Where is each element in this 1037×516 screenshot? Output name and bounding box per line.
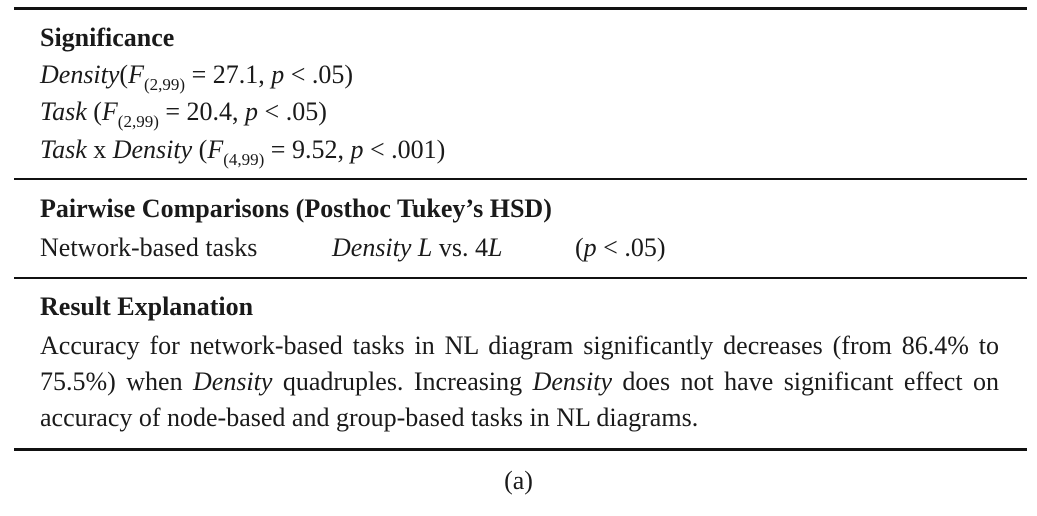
pairwise-heading: Pairwise Comparisons (Posthoc Tukey’s HS… xyxy=(40,194,552,223)
section-divider-1 xyxy=(14,178,1027,180)
table-caption: (a) xyxy=(504,466,533,495)
p-value: .001 xyxy=(391,135,437,164)
pairwise-row: Network-based tasks Density L vs. 4L (p < … xyxy=(40,233,666,263)
pairwise-comparison: Density L vs. 4L xyxy=(332,233,503,262)
factor-name: Task xyxy=(40,97,87,126)
degrees-of-freedom: (2,99) xyxy=(143,75,186,94)
explanation-text: Accuracy for network-based tasks in NL d… xyxy=(40,331,999,432)
pairwise-task: Network-based tasks xyxy=(40,233,258,262)
significance-line-interaction: Task x Density (F(4,99) = 9.52, p < .001… xyxy=(40,135,446,169)
factor-name: Density xyxy=(40,60,120,89)
bottom-rule xyxy=(14,448,1027,451)
degrees-of-freedom: (2,99) xyxy=(117,112,159,131)
explanation-heading: Result Explanation xyxy=(40,292,254,321)
pairwise-p-value: (p < .05) xyxy=(575,233,666,262)
significance-heading: Significance xyxy=(40,23,175,52)
top-rule xyxy=(14,7,1027,10)
second-factor-name: Density xyxy=(112,135,193,164)
factor-name: Task xyxy=(40,135,87,164)
significance-line-task: Task (F(2,99) = 20.4, p < .05) xyxy=(40,97,327,131)
degrees-of-freedom: (4,99) xyxy=(223,150,265,169)
f-value: 20.4 xyxy=(186,97,233,126)
p-value: .05 xyxy=(311,60,345,89)
significance-line-density: Density(F(2,99) = 27.1, p < .05) xyxy=(40,60,354,94)
p-value: .05 xyxy=(285,97,319,126)
interaction-symbol: x xyxy=(93,135,107,164)
section-divider-2 xyxy=(14,277,1027,279)
f-value: 9.52 xyxy=(291,135,338,164)
f-value: 27.1 xyxy=(212,60,259,89)
